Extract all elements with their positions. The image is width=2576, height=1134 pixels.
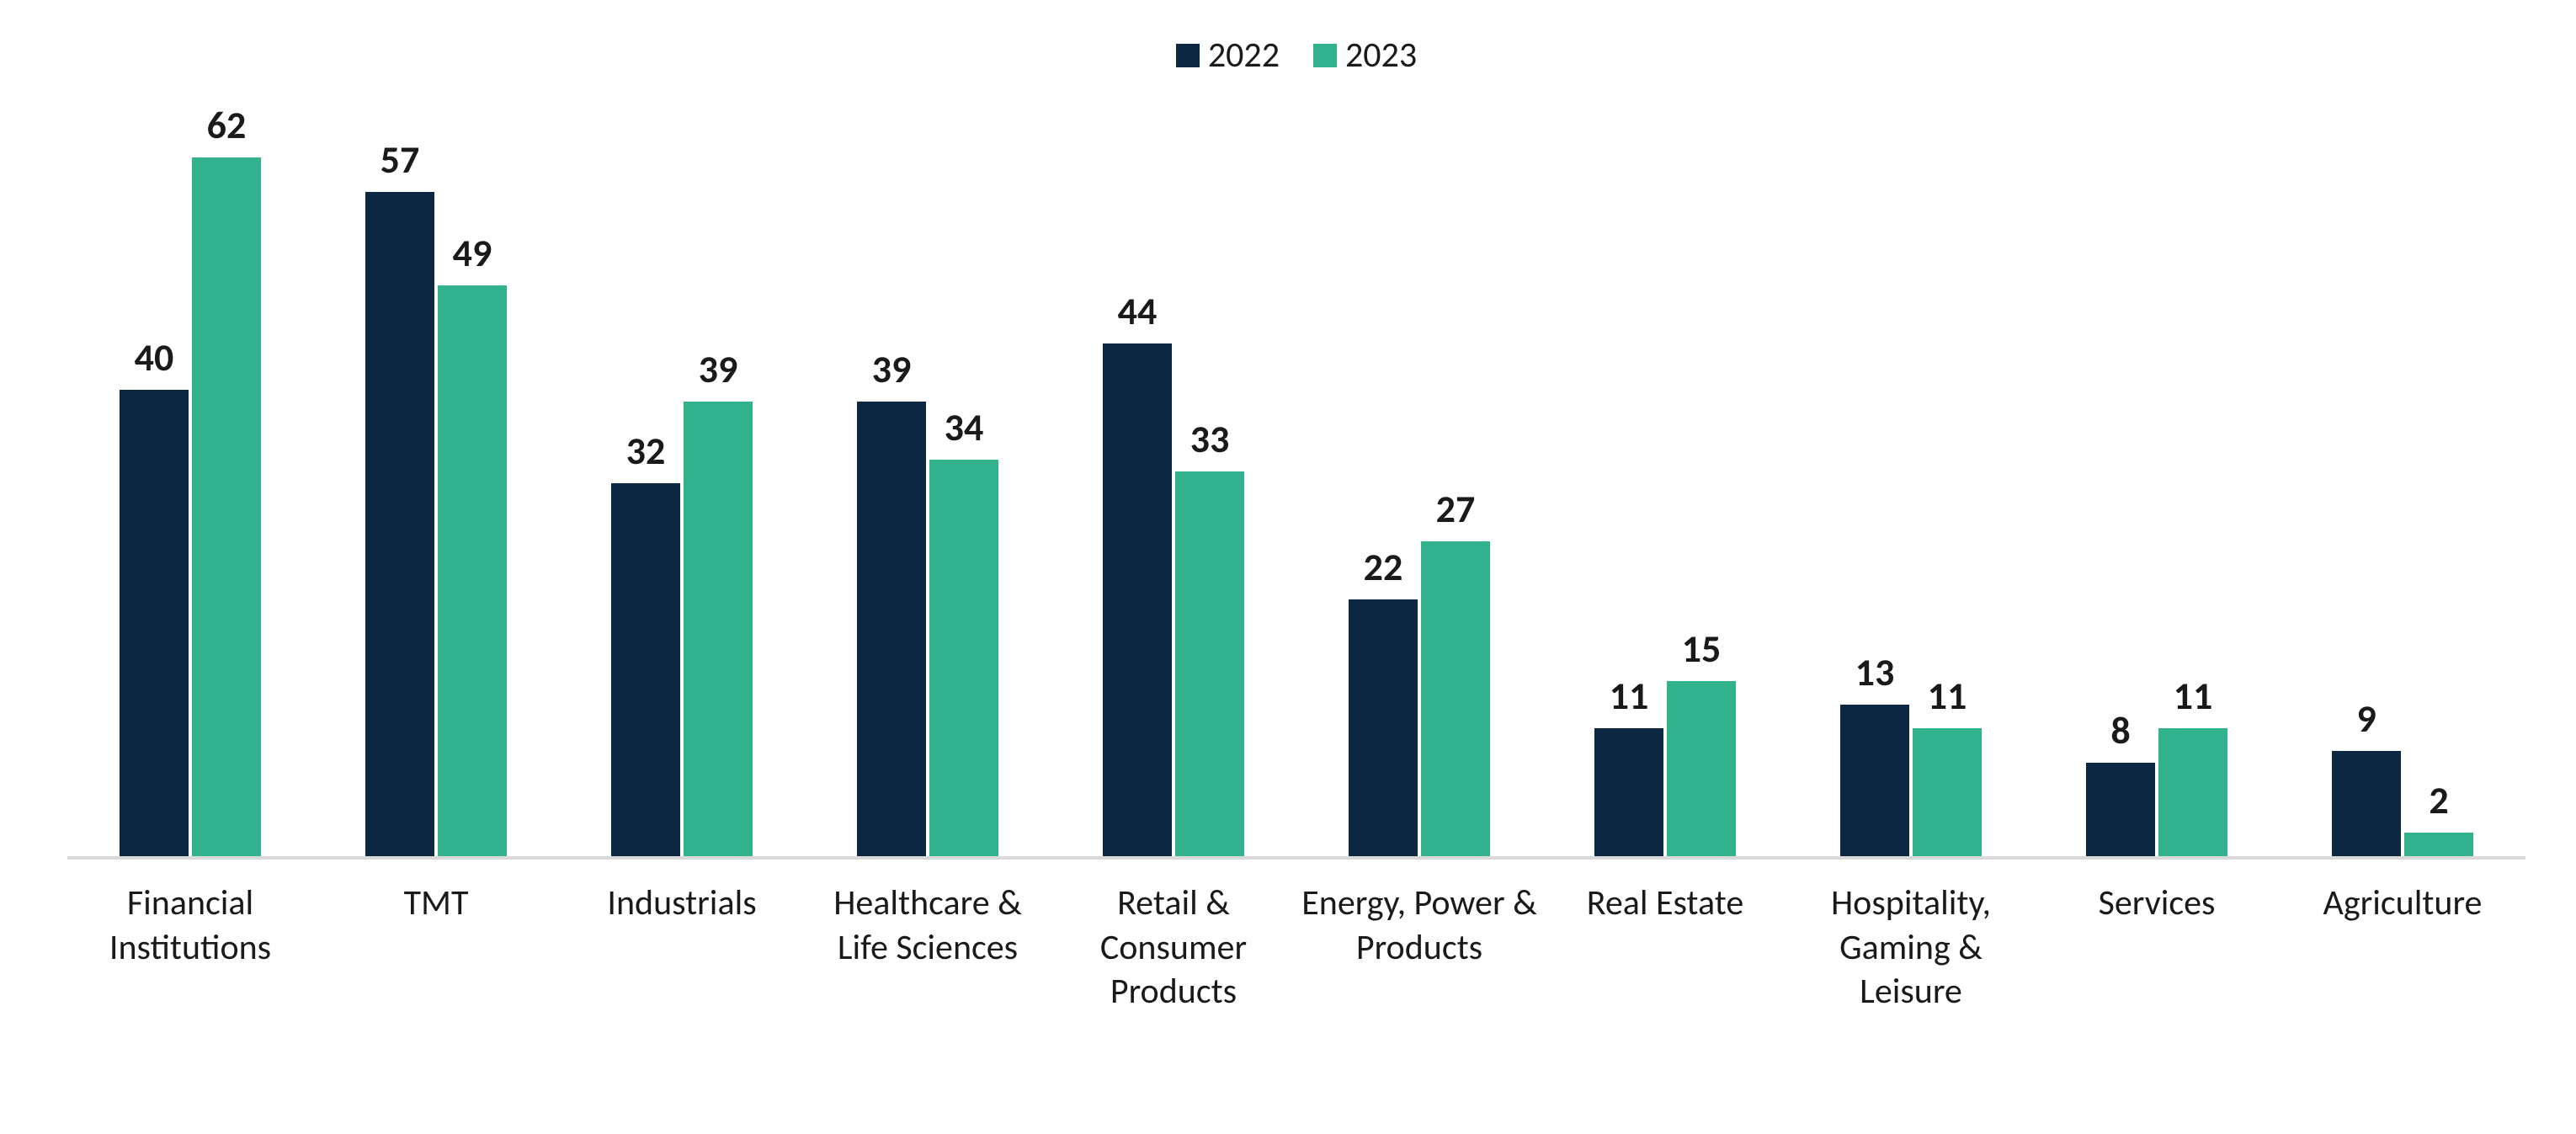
bar	[2332, 751, 2401, 856]
category-label: Healthcare & Life Sciences	[805, 881, 1051, 1014]
bar-wrap: 2	[2404, 102, 2473, 856]
bar-wrap: 39	[857, 102, 926, 856]
bar	[1667, 681, 1736, 856]
bar	[929, 460, 998, 856]
bar-wrap: 22	[1349, 102, 1418, 856]
bar-value-label: 62	[207, 102, 247, 149]
bar-group: 22 27	[1296, 102, 1542, 856]
bar-group: 92	[2280, 102, 2525, 856]
bar-wrap: 49	[438, 102, 507, 856]
bar-wrap: 62	[192, 102, 261, 856]
bar	[2086, 763, 2155, 856]
bar	[1913, 728, 1982, 856]
category-label: Retail & Consumer Products	[1051, 881, 1296, 1014]
bar-wrap: 34	[929, 102, 998, 856]
bar-wrap: 11	[2158, 102, 2227, 856]
bar-value-label: 9	[2356, 695, 2376, 743]
bar-chart: 2022 2023 40 62 57 49 32 39 39 34 44 33 22 27 11 15 13…	[0, 0, 2576, 1134]
bar-group: 11 15	[1542, 102, 1788, 856]
category-label: Financial Institutions	[67, 881, 313, 1014]
category-label: Agriculture	[2280, 881, 2525, 1014]
bar	[1349, 599, 1418, 856]
bar-group: 57 49	[313, 102, 559, 856]
bar	[1421, 541, 1490, 856]
legend-label: 2022	[1208, 34, 1280, 77]
bar-value-label: 11	[1928, 673, 1967, 720]
bar-wrap: 27	[1421, 102, 1490, 856]
bar-value-label: 13	[1855, 649, 1895, 696]
bar-group: 44 33	[1051, 102, 1296, 856]
category-label: TMT	[313, 881, 559, 1014]
bar-wrap: 15	[1667, 102, 1736, 856]
bar-wrap: 11	[1594, 102, 1663, 856]
bar-group: 8 11	[2034, 102, 2280, 856]
bar-wrap: 8	[2086, 102, 2155, 856]
bar-value-label: 11	[2174, 673, 2213, 720]
category-label: Industrials	[559, 881, 805, 1014]
bar-value-label: 44	[1118, 288, 1158, 335]
bar-value-label: 57	[381, 136, 420, 184]
bar-wrap: 32	[611, 102, 680, 856]
bar-group: 39 34	[805, 102, 1051, 856]
bar-wrap: 39	[684, 102, 753, 856]
bar	[611, 483, 680, 856]
legend-swatch-2022	[1176, 44, 1200, 67]
category-label: Services	[2034, 881, 2280, 1014]
bar-value-label: 32	[626, 428, 666, 475]
bar-value-label: 15	[1682, 626, 1722, 673]
bar-group: 32 39	[559, 102, 805, 856]
bar-value-label: 22	[1364, 544, 1403, 591]
plot-area: 4062574932393934443322271115131181192	[67, 102, 2525, 860]
bar-group: 13 11	[1788, 102, 2034, 856]
bar	[438, 285, 507, 856]
bar	[684, 402, 753, 856]
bar	[2404, 833, 2473, 856]
legend-item-2022: 2022	[1176, 34, 1280, 77]
bar	[1594, 728, 1663, 856]
bar-value-label: 39	[872, 346, 912, 393]
bar-value-label: 27	[1436, 486, 1476, 533]
bar	[857, 402, 926, 856]
bar-wrap: 11	[1913, 102, 1982, 856]
bar-value-label: 2	[2429, 777, 2448, 824]
legend-swatch-2023	[1313, 44, 1337, 67]
bar-wrap: 57	[365, 102, 434, 856]
bar-wrap: 40	[120, 102, 189, 856]
category-label: Energy, Power & Products	[1296, 881, 1542, 1014]
bar-value-label: 8	[2110, 707, 2130, 754]
bar-wrap: 13	[1840, 102, 1909, 856]
legend-item-2023: 2023	[1313, 34, 1417, 77]
category-label: Real Estate	[1542, 881, 1788, 1014]
category-label: Hospitality, Gaming & Leisure	[1788, 881, 2034, 1014]
x-axis-labels: Financial InstitutionsTMTIndustrialsHeal…	[67, 881, 2525, 1014]
bar-value-label: 11	[1610, 673, 1649, 720]
bar-value-label: 40	[135, 334, 174, 381]
bar	[120, 390, 189, 856]
bar	[2158, 728, 2227, 856]
bar-value-label: 34	[945, 404, 984, 451]
bar-wrap: 44	[1103, 102, 1172, 856]
bar	[365, 192, 434, 856]
bar-value-label: 33	[1190, 416, 1230, 463]
bar	[1840, 705, 1909, 856]
bar-group: 40 62	[67, 102, 313, 856]
bar-wrap: 9	[2332, 102, 2401, 856]
bar-value-label: 49	[453, 230, 492, 277]
bar-value-label: 39	[699, 346, 738, 393]
legend-label: 2023	[1345, 34, 1417, 77]
bar-wrap: 33	[1175, 102, 1244, 856]
bar	[192, 157, 261, 856]
legend: 2022 2023	[67, 34, 2525, 77]
bar	[1103, 343, 1172, 856]
bar	[1175, 471, 1244, 856]
